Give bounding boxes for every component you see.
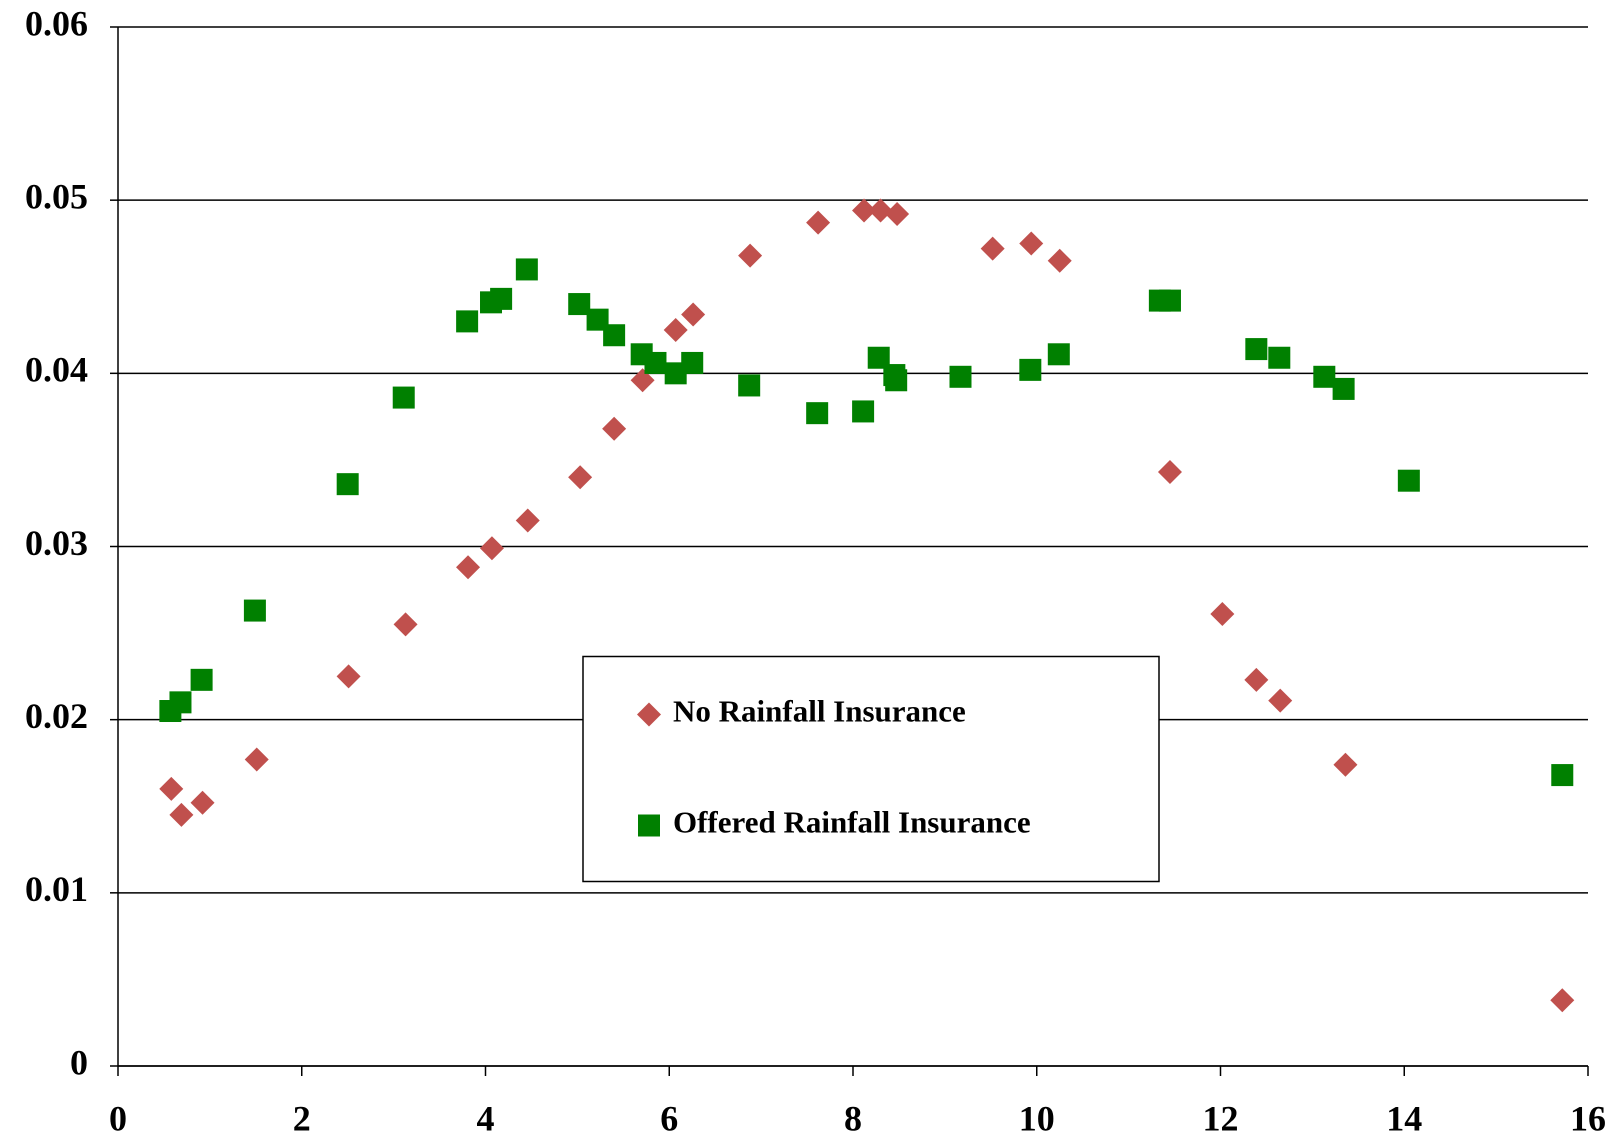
data-point (244, 747, 269, 772)
data-point (336, 664, 361, 689)
legend-marker (638, 814, 660, 837)
data-point (1333, 752, 1358, 777)
data-point (980, 236, 1005, 261)
x-tick-label: 2 (293, 1098, 311, 1138)
data-point (479, 536, 504, 561)
y-tick-label: 0 (70, 1042, 88, 1082)
data-point (1332, 377, 1355, 400)
data-point (885, 202, 910, 227)
data-point (456, 310, 479, 333)
y-tick-label: 0.06 (25, 3, 88, 43)
data-point (1313, 365, 1336, 388)
x-tick-label: 4 (477, 1098, 495, 1138)
data-point (456, 555, 481, 580)
data-point (1397, 469, 1420, 492)
legend-label: No Rainfall Insurance (673, 694, 966, 729)
data-point (885, 369, 908, 392)
data-point (664, 362, 687, 385)
data-point (1551, 764, 1574, 787)
data-point (336, 473, 359, 496)
x-tick-label: 8 (844, 1098, 862, 1138)
legend: No Rainfall Insurance Offered Rainfall In… (582, 655, 1160, 883)
data-point (169, 691, 192, 714)
data-point (738, 243, 763, 268)
data-point (515, 258, 538, 281)
data-point (1019, 358, 1042, 381)
data-point (169, 802, 194, 827)
data-point (190, 668, 213, 691)
data-point (681, 302, 706, 327)
x-tick-label: 6 (660, 1098, 678, 1138)
data-point (515, 508, 540, 533)
data-point (568, 465, 593, 490)
y-tick-label: 0.02 (25, 696, 88, 736)
data-point (1210, 602, 1235, 627)
data-point (1019, 231, 1044, 256)
x-tick-label: 16 (1570, 1098, 1606, 1138)
y-tick-label: 0.04 (25, 350, 88, 390)
data-point (738, 374, 761, 397)
data-point (806, 210, 831, 235)
legend-marker (637, 702, 661, 727)
data-point (867, 346, 890, 369)
data-point (1245, 338, 1268, 361)
legend-label: Offered Rainfall Insurance (673, 805, 1031, 840)
data-point (603, 324, 626, 347)
data-point (392, 386, 415, 409)
data-point (663, 318, 688, 343)
data-point (490, 287, 513, 310)
legend-box (582, 655, 1160, 883)
y-tick-label: 0.01 (25, 869, 88, 909)
data-point (1268, 346, 1291, 369)
data-point (243, 599, 266, 622)
data-point (159, 776, 184, 801)
data-point (1158, 289, 1181, 312)
data-point (644, 351, 667, 374)
data-point (806, 402, 829, 425)
data-point (852, 400, 875, 423)
data-point (568, 293, 591, 316)
data-point (1047, 248, 1072, 273)
data-point (630, 368, 655, 393)
data-point (586, 308, 609, 331)
y-tick-label: 0.05 (25, 176, 88, 216)
data-point (1047, 343, 1070, 366)
data-point (602, 416, 627, 441)
y-tick-label: 0.03 (25, 523, 88, 563)
data-point (681, 351, 704, 374)
data-point (868, 198, 893, 223)
x-tick-label: 12 (1203, 1098, 1239, 1138)
data-point (1268, 688, 1293, 713)
data-point (852, 198, 877, 223)
data-point (1244, 667, 1269, 692)
x-tick-label: 10 (1019, 1098, 1055, 1138)
data-point (1550, 988, 1575, 1013)
data-point (1157, 460, 1182, 485)
data-point (949, 365, 972, 388)
x-tick-label: 0 (109, 1098, 127, 1138)
x-tick-label: 14 (1386, 1098, 1422, 1138)
data-point (190, 790, 215, 815)
data-point (393, 612, 418, 637)
